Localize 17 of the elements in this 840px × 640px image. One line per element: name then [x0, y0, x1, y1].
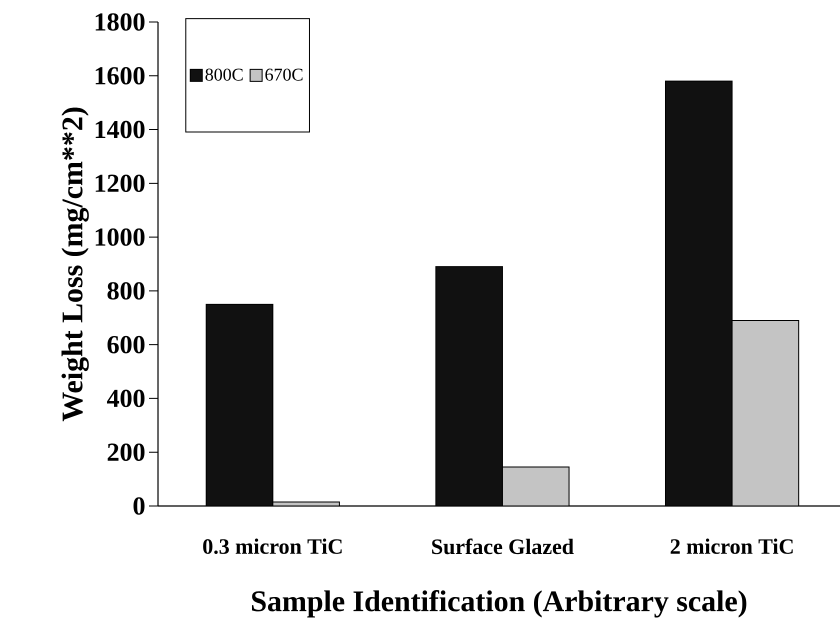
y-tick-label: 800: [107, 282, 145, 300]
y-tick-label: 0: [134, 497, 145, 515]
y-tick-label: 200: [108, 443, 145, 461]
x-axis-title: Sample Identification (Arbitrary scale): [252, 590, 746, 618]
y-tick-label: 1400: [96, 120, 145, 138]
legend-label: 800C: [205, 68, 243, 81]
y-tick-label: 1800: [96, 13, 145, 31]
x-tick-label: 0.3 micron TiC: [203, 538, 342, 554]
x-tick-label: 2 micron TiC: [670, 538, 793, 554]
y-axis-title: Weight Loss (mg/cm**2): [62, 108, 89, 422]
y-tick-label: 400: [106, 390, 145, 408]
x-tick-label: Surface Glazed: [432, 538, 574, 554]
legend-label: 670C: [265, 68, 302, 81]
y-tick-label: 1200: [96, 174, 145, 192]
y-tick-label: 600: [108, 336, 145, 354]
y-tick-label: 1600: [96, 67, 145, 84]
y-tick-label: 1000: [96, 228, 145, 246]
